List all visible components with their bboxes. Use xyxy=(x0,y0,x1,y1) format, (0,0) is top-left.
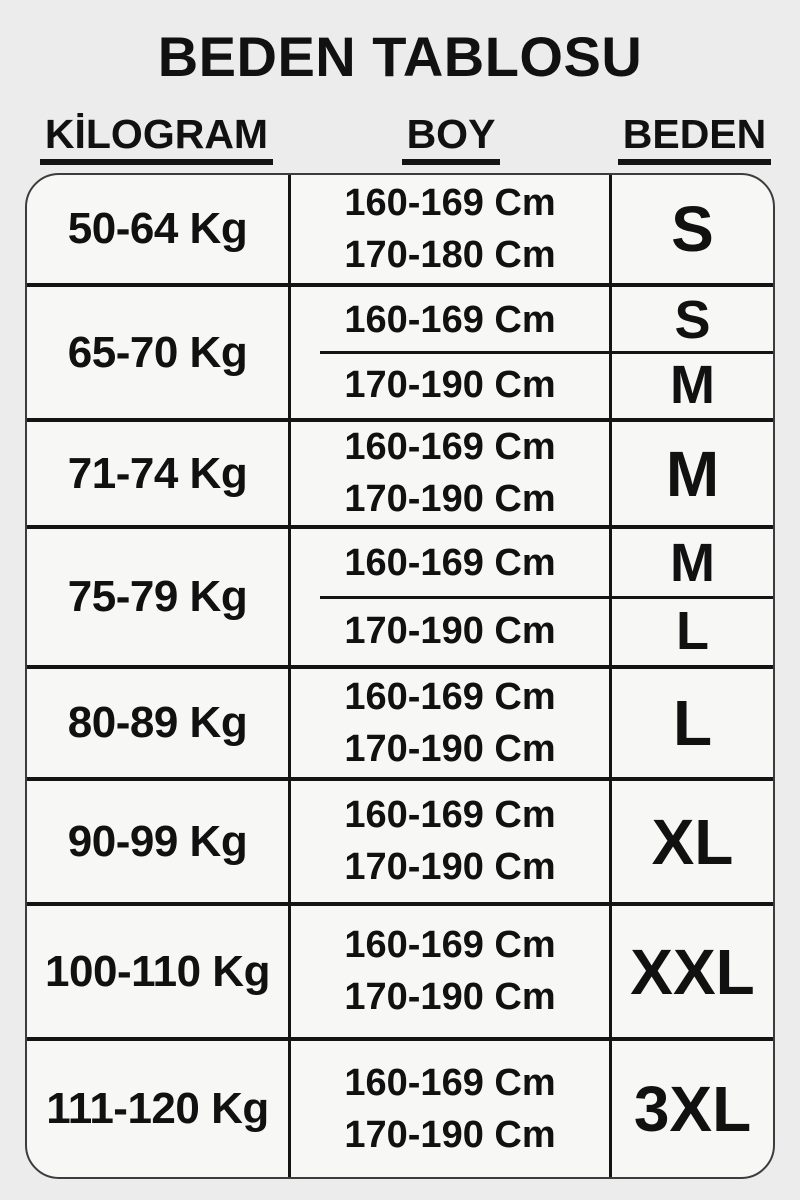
height-value: 160-169 Cm xyxy=(344,1061,556,1104)
size-value: S xyxy=(674,289,711,350)
kilogram-cell: 100-110 Kg xyxy=(27,906,288,1037)
kilogram-cell: 50-64 Kg xyxy=(27,175,288,283)
size-value: S xyxy=(671,193,714,265)
table-row: 71-74 Kg 160-169 Cm 170-190 Cm M xyxy=(27,418,773,525)
table-row: 80-89 Kg 160-169 Cm 170-190 Cm L xyxy=(27,665,773,777)
header-boy: BOY xyxy=(401,111,501,165)
header-kilogram: KİLOGRAM xyxy=(39,111,274,165)
table-row: 50-64 Kg 160-169 Cm 170-180 Cm S xyxy=(27,175,773,283)
column-headers: KİLOGRAM BOY BEDEN xyxy=(25,111,775,165)
size-value: 3XL xyxy=(633,1073,752,1145)
height-value: 170-190 Cm xyxy=(344,727,556,770)
kilogram-cell: 80-89 Kg xyxy=(27,669,288,777)
size-value: M xyxy=(670,533,715,593)
size-cell: S xyxy=(612,175,773,283)
kilogram-cell: 65-70 Kg xyxy=(27,287,288,418)
size-table: 50-64 Kg 160-169 Cm 170-180 Cm S 65-70 Kg… xyxy=(25,173,775,1179)
size-value: L xyxy=(672,687,713,759)
kilogram-cell: 90-99 Kg xyxy=(27,781,288,902)
kilogram-value: 65-70 Kg xyxy=(67,327,248,377)
kilogram-value: 75-79 Kg xyxy=(67,572,248,621)
height-value: 160-169 Cm xyxy=(344,298,556,341)
table-row: 90-99 Kg 160-169 Cm 170-190 Cm XL xyxy=(27,777,773,902)
height-value: 160-169 Cm xyxy=(344,794,556,837)
height-cell: 160-169 Cm 170-190 Cm xyxy=(288,781,612,902)
size-value: L xyxy=(676,601,709,661)
header-beden: BEDEN xyxy=(617,111,772,165)
height-cell: 160-169 Cm 170-190 Cm xyxy=(288,906,612,1037)
row-subdivider xyxy=(320,595,773,599)
height-cell: 160-169 Cm 170-190 Cm xyxy=(288,1041,612,1177)
kilogram-cell: 75-79 Kg xyxy=(27,529,288,665)
height-value: 160-169 Cm xyxy=(344,924,556,967)
table-row: 111-120 Kg 160-169 Cm 170-190 Cm 3XL xyxy=(27,1037,773,1177)
height-value: 160-169 Cm xyxy=(344,675,556,718)
kilogram-value: 80-89 Kg xyxy=(67,698,248,747)
row-subdivider xyxy=(320,351,773,354)
kilogram-value: 50-64 Kg xyxy=(67,204,248,253)
size-cell: 3XL xyxy=(612,1041,773,1177)
kilogram-cell: 111-120 Kg xyxy=(27,1041,288,1177)
height-value: 170-180 Cm xyxy=(344,233,556,276)
height-cell: 160-169 Cm 170-190 Cm xyxy=(288,287,612,418)
page-title: BEDEN TABLOSU xyxy=(157,25,643,88)
size-value: M xyxy=(665,437,720,510)
size-cell: XXL xyxy=(612,906,773,1037)
kilogram-value: 90-99 Kg xyxy=(67,816,248,866)
height-value: 160-169 Cm xyxy=(344,181,556,224)
height-value: 160-169 Cm xyxy=(344,542,556,584)
kilogram-cell: 71-74 Kg xyxy=(27,422,288,525)
kilogram-value: 100-110 Kg xyxy=(45,946,270,996)
height-value: 170-190 Cm xyxy=(344,976,556,1018)
size-cell: XL xyxy=(612,781,773,902)
size-value: M xyxy=(670,355,715,416)
kilogram-value: 71-74 Kg xyxy=(67,448,248,498)
height-cell: 160-169 Cm 170-190 Cm xyxy=(288,669,612,777)
height-cell: 160-169 Cm 170-190 Cm xyxy=(288,422,612,525)
height-value: 170-190 Cm xyxy=(344,364,556,407)
header-col-kilogram: KİLOGRAM xyxy=(25,111,288,165)
size-value: XL xyxy=(651,805,734,878)
height-value: 170-190 Cm xyxy=(344,478,556,520)
size-cell: L xyxy=(612,669,773,777)
header-col-beden: BEDEN xyxy=(614,111,775,165)
header-col-boy: BOY xyxy=(288,111,614,165)
height-value: 170-190 Cm xyxy=(344,610,556,652)
size-cell: M xyxy=(612,422,773,525)
height-value: 170-190 Cm xyxy=(344,846,556,888)
height-cell: 160-169 Cm 170-180 Cm xyxy=(288,175,612,283)
size-value: XXL xyxy=(630,935,755,1008)
height-value: 160-169 Cm xyxy=(344,426,556,469)
kilogram-value: 111-120 Kg xyxy=(46,1084,269,1133)
height-value: 170-190 Cm xyxy=(344,1113,556,1156)
table-row: 100-110 Kg 160-169 Cm 170-190 Cm XXL xyxy=(27,902,773,1037)
